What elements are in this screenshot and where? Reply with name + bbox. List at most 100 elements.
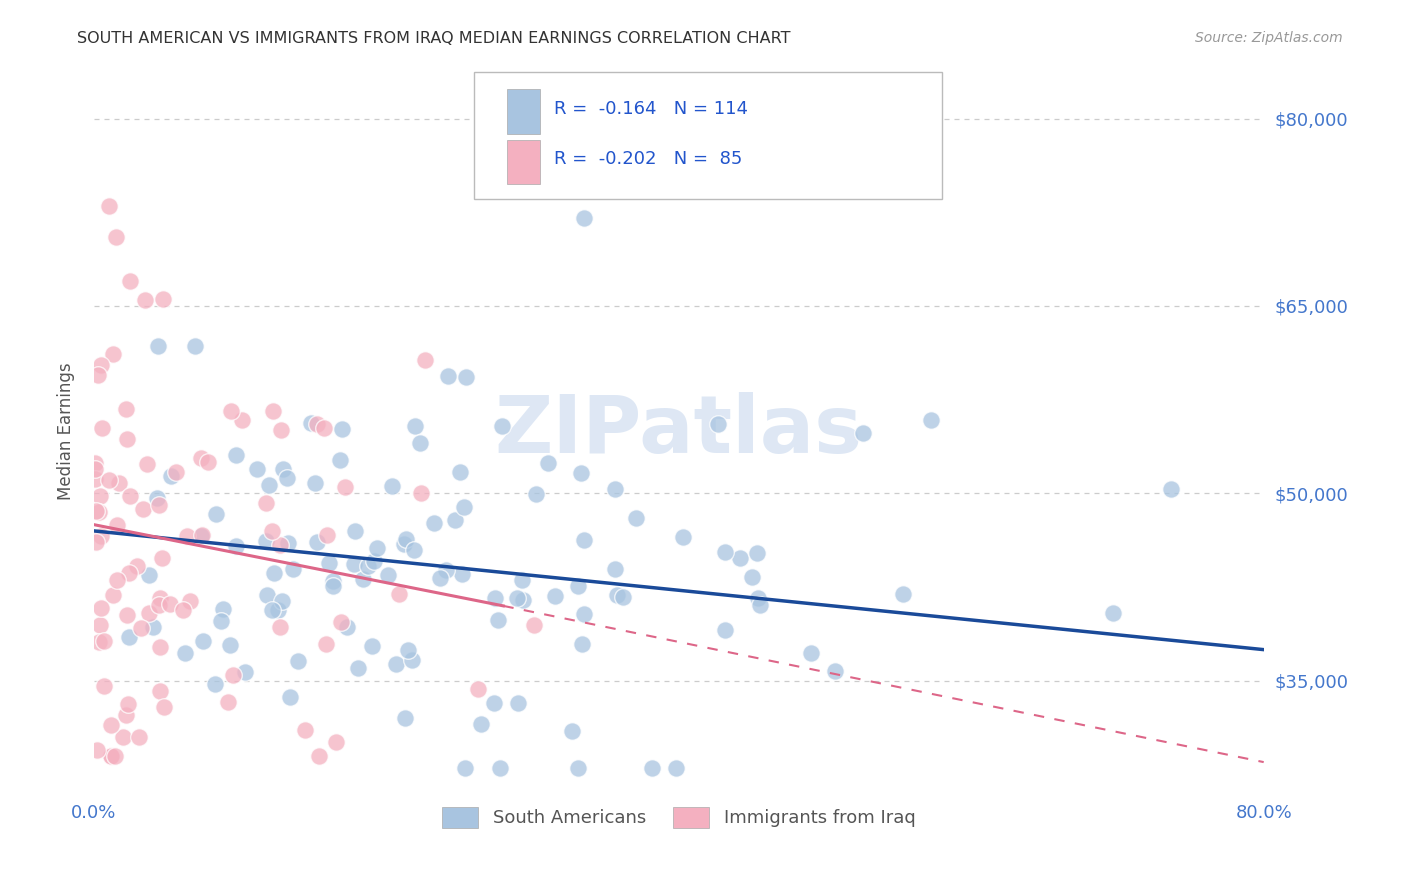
- Point: [125, 559, 148, 574]
- Point: [454, 369, 477, 384]
- Point: [606, 588, 628, 602]
- Point: [112, 730, 135, 744]
- Point: [305, 417, 328, 432]
- Point: [392, 537, 415, 551]
- Point: [307, 535, 329, 549]
- Point: [624, 511, 647, 525]
- Point: [184, 339, 207, 353]
- Point: [280, 690, 302, 704]
- Point: [87, 368, 110, 382]
- Point: [262, 603, 284, 617]
- Point: [333, 480, 356, 494]
- Point: [150, 550, 173, 565]
- Point: [105, 573, 128, 587]
- Point: [304, 476, 326, 491]
- Point: [572, 211, 595, 226]
- Point: [89, 505, 111, 519]
- Point: [90, 529, 112, 543]
- Point: [271, 462, 294, 476]
- Point: [510, 573, 533, 587]
- Point: [470, 717, 492, 731]
- Point: [413, 353, 436, 368]
- Point: [728, 550, 751, 565]
- Point: [103, 347, 125, 361]
- Point: [603, 482, 626, 496]
- Point: [254, 533, 277, 548]
- Point: [612, 590, 634, 604]
- Point: [308, 748, 330, 763]
- Point: [132, 502, 155, 516]
- Point: [233, 665, 256, 679]
- Point: [316, 528, 339, 542]
- Point: [572, 533, 595, 547]
- Point: [491, 418, 513, 433]
- Bar: [506, 89, 540, 134]
- Point: [86, 743, 108, 757]
- Point: [409, 485, 432, 500]
- Point: [217, 695, 239, 709]
- Point: [149, 591, 172, 605]
- Point: [567, 761, 589, 775]
- Point: [115, 608, 138, 623]
- Point: [263, 566, 285, 580]
- Point: [571, 637, 593, 651]
- Text: SOUTH AMERICAN VS IMMIGRANTS FROM IRAQ MEDIAN EARNINGS CORRELATION CHART: SOUTH AMERICAN VS IMMIGRANTS FROM IRAQ M…: [77, 31, 790, 46]
- Point: [281, 562, 304, 576]
- Point: [165, 465, 187, 479]
- Point: [745, 546, 768, 560]
- Point: [352, 572, 374, 586]
- Point: [118, 631, 141, 645]
- Point: [443, 513, 465, 527]
- Point: [329, 615, 352, 630]
- Point: [142, 619, 165, 633]
- Point: [148, 339, 170, 353]
- Point: [714, 623, 737, 637]
- Point: [97, 473, 120, 487]
- Point: [524, 487, 547, 501]
- Point: [322, 579, 344, 593]
- Point: [115, 402, 138, 417]
- Point: [115, 708, 138, 723]
- Point: [93, 679, 115, 693]
- Point: [537, 456, 560, 470]
- Point: [396, 643, 419, 657]
- Y-axis label: Median Earnings: Median Earnings: [58, 362, 75, 500]
- Point: [90, 358, 112, 372]
- Point: [318, 556, 340, 570]
- Point: [287, 654, 309, 668]
- Point: [891, 586, 914, 600]
- Point: [256, 496, 278, 510]
- Point: [748, 598, 770, 612]
- Point: [506, 696, 529, 710]
- Point: [489, 761, 512, 775]
- Point: [115, 432, 138, 446]
- Point: [429, 571, 451, 585]
- Point: [377, 568, 399, 582]
- Point: [276, 470, 298, 484]
- Point: [257, 478, 280, 492]
- Point: [640, 761, 662, 775]
- Point: [100, 718, 122, 732]
- Point: [572, 607, 595, 621]
- Point: [271, 594, 294, 608]
- Point: [97, 199, 120, 213]
- Point: [1101, 606, 1123, 620]
- Point: [159, 597, 181, 611]
- Point: [190, 529, 212, 543]
- Point: [260, 524, 283, 538]
- Point: [482, 697, 505, 711]
- Point: [404, 542, 426, 557]
- Point: [134, 293, 156, 307]
- Point: [366, 541, 388, 555]
- Point: [219, 404, 242, 418]
- Point: [148, 598, 170, 612]
- Point: [172, 602, 194, 616]
- Point: [277, 535, 299, 549]
- Point: [118, 566, 141, 580]
- Point: [544, 589, 567, 603]
- Point: [347, 661, 370, 675]
- Point: [86, 504, 108, 518]
- Point: [90, 421, 112, 435]
- Point: [148, 499, 170, 513]
- Point: [394, 711, 416, 725]
